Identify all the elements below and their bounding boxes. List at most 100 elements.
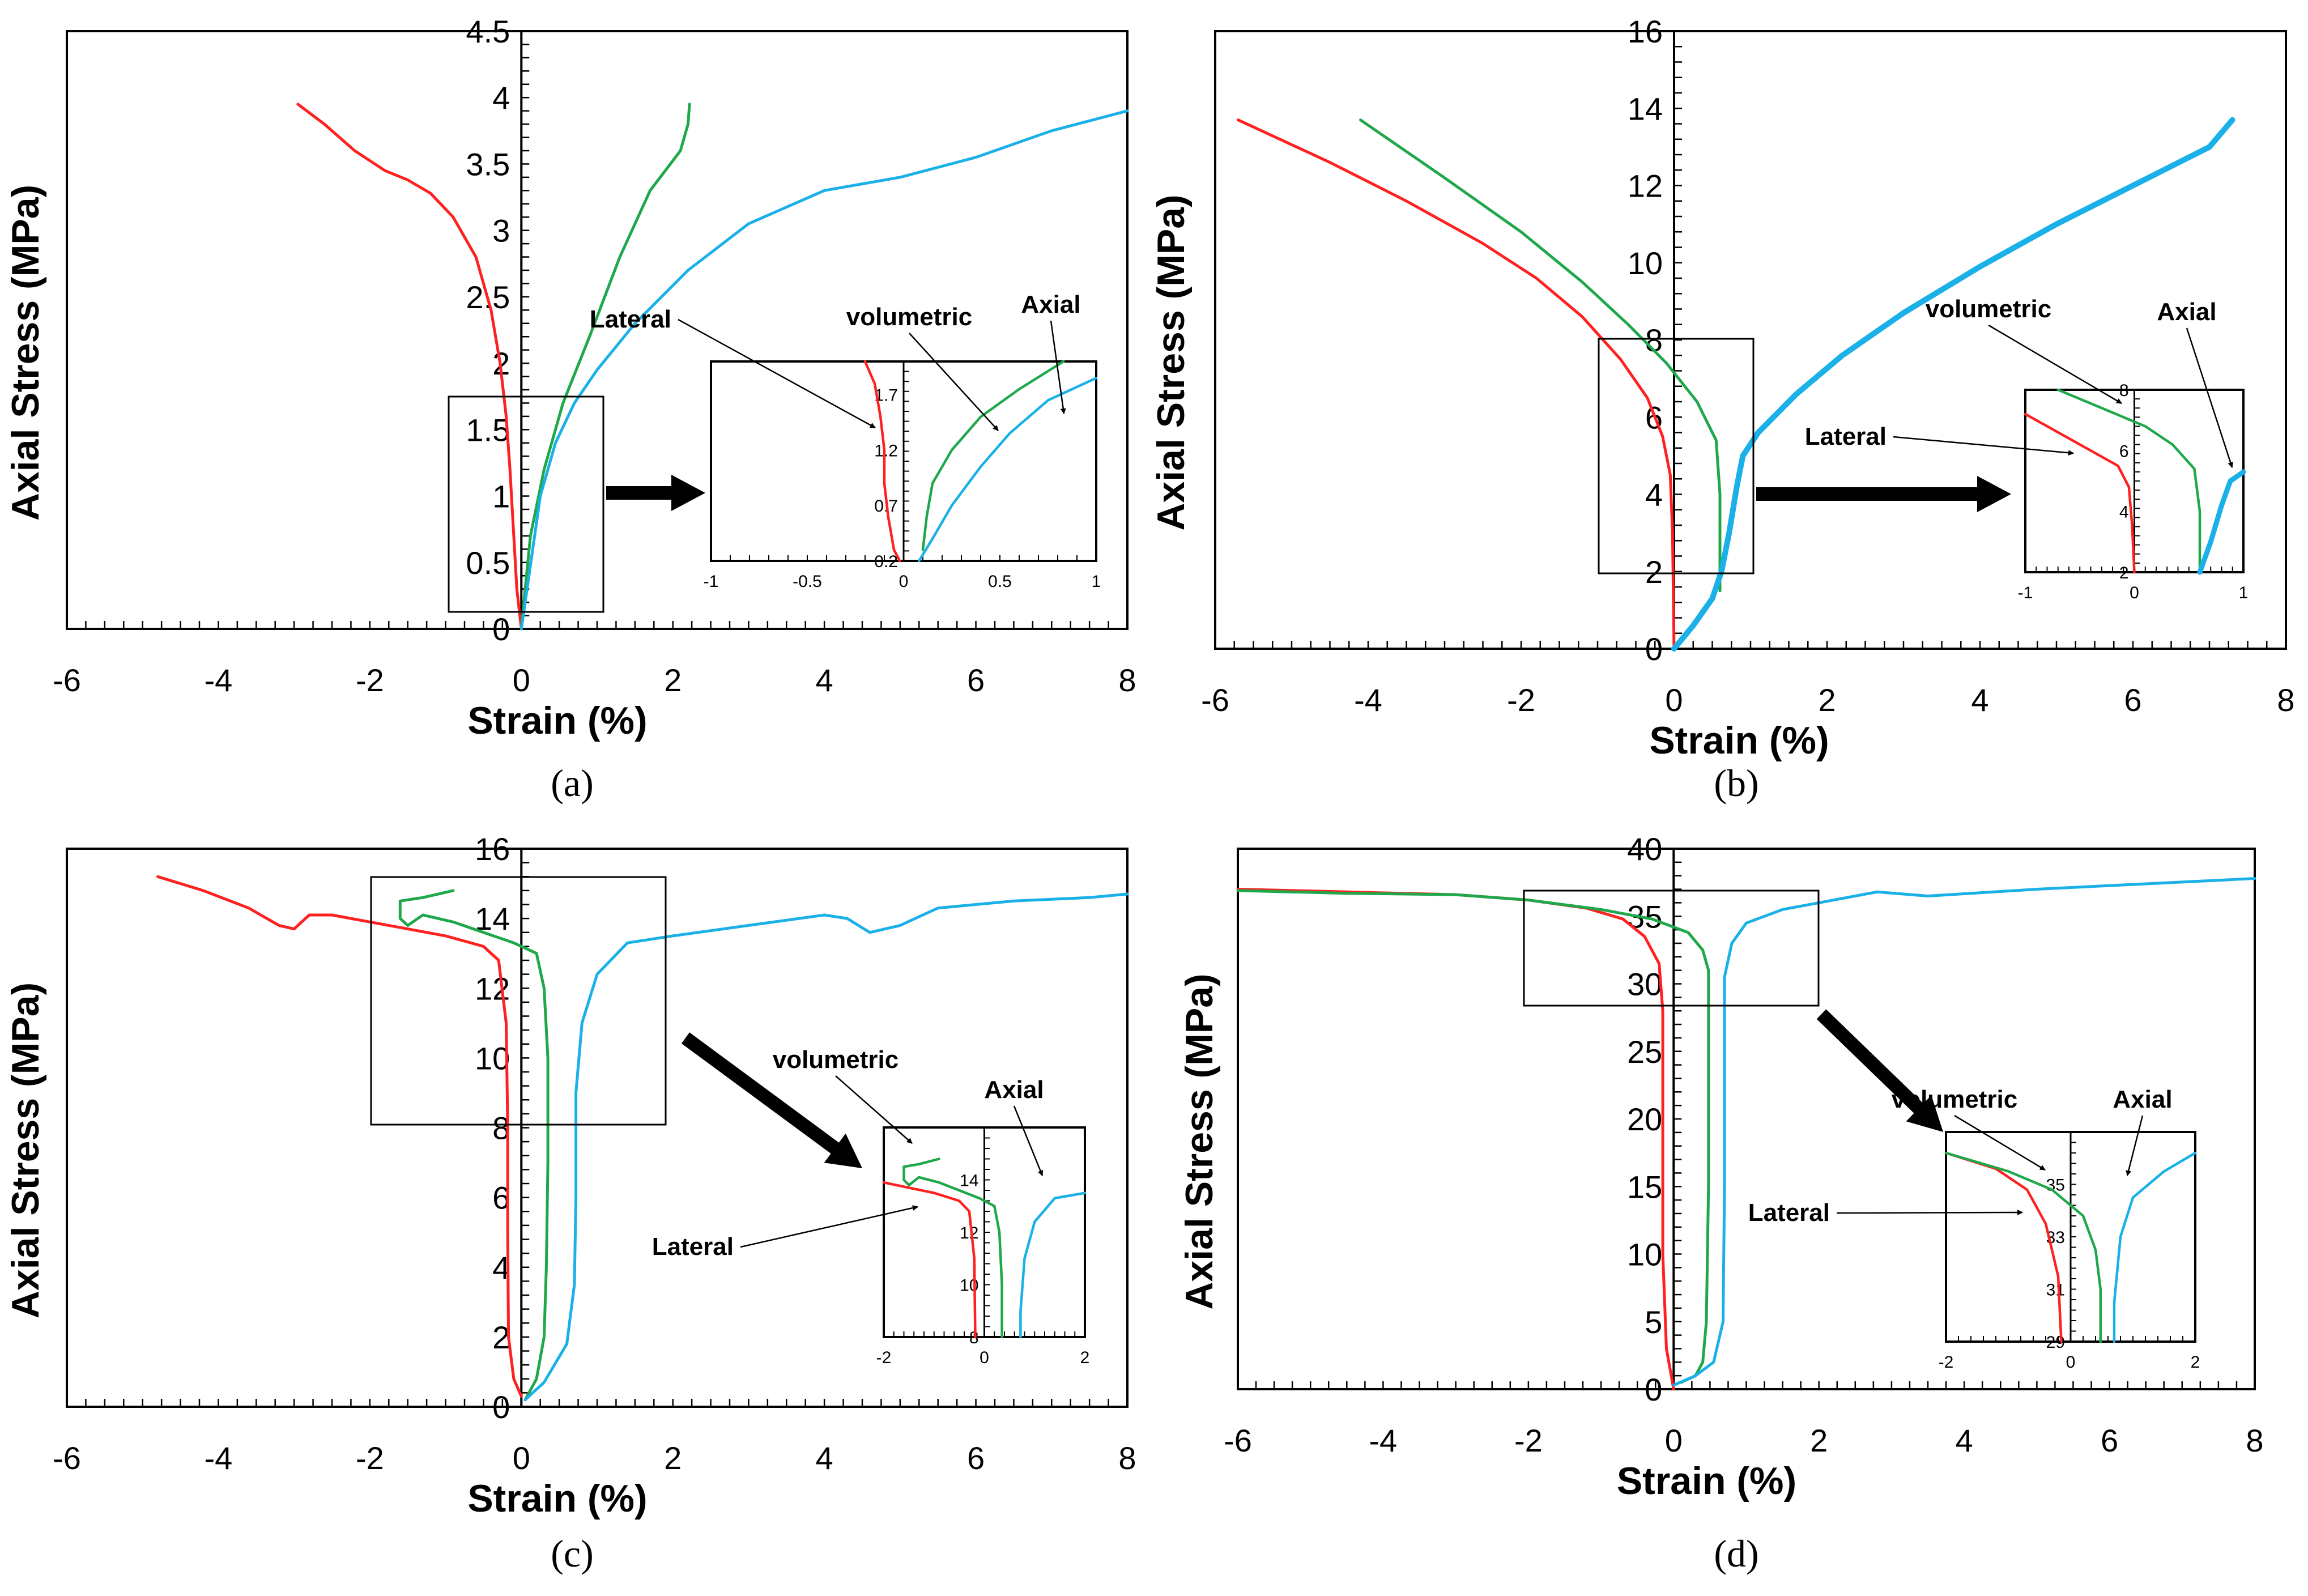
series-line-lateral [296, 103, 523, 631]
y-tick-label: 25 [1627, 1034, 1662, 1070]
annotation-axial: Axial [2157, 298, 2216, 326]
zoom-region-box [448, 395, 604, 613]
x-tick-label: 4 [1956, 1423, 1973, 1458]
x-tick-label: -6 [1224, 1423, 1252, 1458]
annotation-volumetric: volumetric [1926, 295, 2052, 323]
zoom-region-box [1598, 338, 1755, 574]
x-tick-label: 8 [2246, 1423, 2263, 1458]
x-tick-label: -6 [53, 662, 81, 698]
y-tick-label: 3.5 [466, 146, 510, 182]
inset-x-tick-label: -2 [1939, 1353, 1954, 1372]
annotation-arrow-volumetric [1988, 324, 2122, 405]
annotation-arrow-axial [1013, 1105, 1044, 1176]
series-line-volumetric [1359, 118, 1722, 593]
inset-y-tick-label: 31 [2046, 1281, 2065, 1300]
annotation-arrow-lateral [740, 1205, 918, 1248]
x-tick-label: 2 [664, 662, 682, 698]
x-tick-label: 6 [967, 1440, 985, 1476]
y-tick-label: 10 [475, 1040, 510, 1076]
inset-x-tick-label: 1 [1092, 572, 1101, 591]
annotation-arrow-volumetric [909, 333, 999, 431]
y-tick-label: 40 [1627, 831, 1662, 867]
y-tick-label: 16 [475, 831, 510, 867]
x-tick-label: 2 [1810, 1423, 1828, 1458]
zoom-arrow [1756, 476, 2011, 512]
series-line-axial [1671, 117, 2235, 652]
x-tick-label: -6 [1201, 682, 1229, 718]
inset-x-tick-label: 2 [1080, 1348, 1090, 1367]
inset-x-tick-label: -1 [704, 572, 719, 591]
annotation-axial: Axial [984, 1076, 1044, 1104]
y-tick-label: 20 [1627, 1101, 1662, 1137]
annotation-arrow-axial [2186, 327, 2233, 468]
series-line-volumetric [398, 889, 550, 1402]
x-tick-label: -4 [205, 1440, 233, 1476]
x-tick-label: 2 [664, 1440, 682, 1476]
zoom-arrow [606, 475, 705, 511]
annotation-arrow-lateral [1893, 436, 2074, 456]
series-line-axial [1672, 877, 2256, 1387]
inset-series-line-axial [1019, 1191, 1087, 1339]
x-tick-label: -4 [205, 662, 233, 698]
y-axis-title: Axial Stress (MPa) [1149, 194, 1193, 530]
y-axis-title: Axial Stress (MPa) [4, 185, 47, 521]
zoom-region-box [1523, 889, 1820, 1007]
y-tick-label: 0.5 [466, 545, 510, 581]
x-tick-label: -2 [356, 662, 384, 698]
x-tick-label: -2 [1514, 1423, 1543, 1458]
inset-y-tick-label: 6 [2119, 442, 2129, 461]
inset-x-tick-label: 0 [899, 572, 909, 591]
inset-y-tick-label: 2 [2119, 564, 2129, 582]
y-tick-label: 8 [1645, 322, 1663, 358]
x-tick-label: 4 [816, 1440, 833, 1476]
series-line-volumetric [519, 103, 691, 631]
zoom-arrow [1816, 1009, 1943, 1132]
series-line-lateral [1237, 118, 1676, 650]
series-line-axial [523, 892, 1129, 1402]
annotation-axial: Axial [1021, 291, 1080, 318]
y-tick-label: 3 [492, 213, 510, 249]
x-tick-label: 0 [1665, 682, 1683, 718]
annotation-lateral: Lateral [1805, 423, 1887, 450]
y-tick-label: 12 [1628, 168, 1663, 204]
y-tick-label: 0 [492, 611, 510, 647]
x-tick-label: 0 [513, 662, 530, 698]
y-tick-label: 0 [1645, 1372, 1662, 1407]
panel-label: (a) [551, 761, 593, 805]
annotation-axial: Axial [2113, 1086, 2172, 1113]
annotation-arrow-axial [1050, 320, 1066, 414]
x-tick-label: -6 [53, 1440, 81, 1476]
y-axis-title: Axial Stress (MPa) [1178, 973, 1221, 1309]
y-tick-label: 30 [1627, 967, 1662, 1002]
inset-plot: -1 0 1 2 4 6 8 [2018, 381, 2249, 602]
x-tick-label: 8 [1118, 1440, 1136, 1476]
x-axis-title: Strain (%) [467, 699, 647, 742]
inset-series-line-volumetric [902, 1157, 1003, 1339]
annotation-volumetric: volumetric [773, 1046, 899, 1074]
annotation-arrow-axial [2126, 1115, 2144, 1176]
inset-x-tick-label: -2 [876, 1348, 892, 1367]
y-tick-label: 15 [1627, 1169, 1662, 1205]
annotation-arrow-lateral [1836, 1210, 2023, 1216]
inset-series-line-volumetric [2056, 388, 2201, 574]
annotation-arrow-volumetric [1954, 1114, 2046, 1171]
x-tick-label: -2 [1507, 682, 1535, 718]
x-axis-title: Strain (%) [1649, 719, 1829, 762]
y-tick-label: 10 [1628, 245, 1663, 281]
inset-x-tick-label: -0.5 [793, 572, 822, 591]
zoom-region-box [370, 876, 667, 1126]
x-tick-label: -4 [1369, 1423, 1398, 1458]
inset-x-tick-label: 0 [2130, 584, 2139, 602]
x-tick-label: -2 [356, 1440, 384, 1476]
inset-series-line-volumetric [921, 360, 1065, 551]
inset-plot: -1 -0.5 0 0.5 10.20.71.21.7 [704, 360, 1101, 591]
inset-x-tick-label: 0.5 [988, 572, 1012, 591]
x-tick-label: 4 [816, 662, 833, 698]
x-tick-label: 6 [2101, 1423, 2118, 1458]
panel-label: (c) [551, 1532, 593, 1575]
x-tick-label: 6 [967, 662, 985, 698]
inset-x-tick-label: 2 [2191, 1353, 2200, 1372]
x-tick-label: 6 [2124, 682, 2141, 718]
